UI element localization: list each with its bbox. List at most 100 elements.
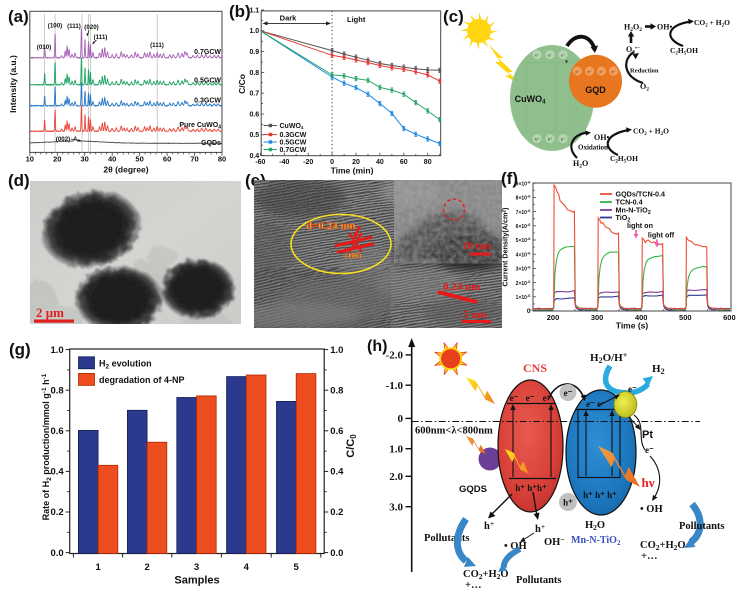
svg-text:d=0.24 nm: d=0.24 nm <box>306 220 356 232</box>
svg-text:Light: Light <box>347 15 366 24</box>
svg-text:2θ (degree): 2θ (degree) <box>103 165 148 175</box>
svg-text:0.6: 0.6 <box>50 426 63 437</box>
svg-text:H2O2: H2O2 <box>624 23 642 34</box>
svg-text:5 nm: 5 nm <box>463 309 487 321</box>
svg-text:H2O/H+: H2O/H+ <box>590 351 628 365</box>
svg-text:e⁻: e⁻ <box>628 384 637 394</box>
svg-text:e⁻: e⁻ <box>587 69 591 74</box>
svg-text:300: 300 <box>591 313 604 322</box>
svg-text:Rate of H2 production/mmol g-1: Rate of H2 production/mmol g-1 h-1 <box>41 373 53 520</box>
svg-text:GQDs: GQDs <box>201 140 221 147</box>
svg-text:1: 1 <box>95 562 101 573</box>
svg-text:0.7GCW: 0.7GCW <box>280 147 307 154</box>
svg-text:(010): (010) <box>37 44 51 51</box>
svg-text:CuWO4: CuWO4 <box>515 94 547 106</box>
svg-text:70: 70 <box>190 155 198 164</box>
svg-text:h⁺: h⁺ <box>548 137 553 142</box>
svg-text:3×10-6: 3×10-6 <box>516 265 532 273</box>
svg-text:0.5: 0.5 <box>249 132 259 139</box>
svg-text:-60: -60 <box>255 159 265 166</box>
svg-text:CO2+H2O: CO2+H2O <box>640 540 686 552</box>
svg-text:Pure CuWO4: Pure CuWO4 <box>179 122 221 131</box>
svg-text:e⁻: e⁻ <box>599 69 603 74</box>
svg-text:e⁻: e⁻ <box>548 53 552 58</box>
svg-text:2×10-6: 2×10-6 <box>516 279 532 287</box>
svg-text:3.0: 3.0 <box>389 502 403 514</box>
svg-text:1.0: 1.0 <box>50 345 63 356</box>
svg-text:Pollutants: Pollutants <box>424 533 470 544</box>
svg-text:e⁻: e⁻ <box>611 69 615 74</box>
svg-text:C/Co: C/Co <box>237 74 247 94</box>
svg-text:10: 10 <box>26 155 34 164</box>
svg-text:80: 80 <box>218 155 226 164</box>
svg-text:0.5GCW: 0.5GCW <box>194 78 221 85</box>
svg-text:0.24 nm: 0.24 nm <box>443 281 480 293</box>
svg-text:• OH: • OH <box>504 541 527 552</box>
svg-text:+…: +… <box>465 580 481 591</box>
svg-text:e⁻: e⁻ <box>564 388 573 398</box>
svg-text:(002): (002) <box>56 136 70 143</box>
svg-text:CO2 + H2O: CO2 + H2O <box>694 18 730 29</box>
svg-text:1.0: 1.0 <box>330 345 343 356</box>
svg-text:(111): (111) <box>67 23 81 30</box>
svg-text:+…: +… <box>641 551 657 562</box>
svg-text:4: 4 <box>244 562 250 573</box>
svg-text:Reduction: Reduction <box>630 68 659 75</box>
svg-text:H2: H2 <box>652 363 665 376</box>
svg-text:GQDs/TCN-0.4: GQDs/TCN-0.4 <box>616 190 666 199</box>
svg-text:CO2+H2O: CO2+H2O <box>463 569 509 581</box>
svg-text:7×10-6: 7×10-6 <box>516 208 532 216</box>
svg-text:3: 3 <box>194 562 199 573</box>
svg-text:40: 40 <box>376 159 384 166</box>
svg-text:50: 50 <box>135 155 143 164</box>
svg-text:200: 200 <box>547 313 560 322</box>
svg-text:0: 0 <box>527 308 531 315</box>
svg-text:0.7GCW: 0.7GCW <box>194 49 221 56</box>
svg-text:5: 5 <box>294 562 300 573</box>
svg-text:0.9: 0.9 <box>249 49 259 56</box>
svg-text:light on: light on <box>627 221 653 230</box>
svg-text:0.2: 0.2 <box>330 507 343 518</box>
svg-text:0: 0 <box>398 413 404 425</box>
svg-text:8×10-6: 8×10-6 <box>516 194 532 202</box>
svg-text:• OH: • OH <box>640 504 663 515</box>
svg-text:0.8: 0.8 <box>50 385 63 396</box>
svg-text:1.1: 1.1 <box>249 7 259 14</box>
svg-text:40: 40 <box>108 155 116 164</box>
svg-text:h⁺: h⁺ <box>535 137 540 142</box>
svg-text:CuWO4: CuWO4 <box>280 123 304 130</box>
svg-text:(111): (111) <box>150 42 164 49</box>
svg-text:TCN-0.4: TCN-0.4 <box>616 198 643 207</box>
svg-text:Time (s): Time (s) <box>616 321 649 331</box>
svg-text:20: 20 <box>53 155 61 164</box>
svg-text:20: 20 <box>352 159 360 166</box>
svg-text:(d): (d) <box>8 171 30 190</box>
svg-text:0.2: 0.2 <box>50 507 63 518</box>
svg-text:0.3GCW: 0.3GCW <box>194 98 221 105</box>
svg-text:0.0: 0.0 <box>330 548 343 559</box>
svg-text:(100): (100) <box>48 23 62 30</box>
svg-text:e⁻: e⁻ <box>535 53 539 58</box>
svg-text:h⁺: h⁺ <box>563 498 573 508</box>
svg-text:4×10-6: 4×10-6 <box>516 250 532 258</box>
svg-text:600nm<λ<800nm: 600nm<λ<800nm <box>415 426 493 437</box>
svg-text:e⁻: e⁻ <box>510 393 519 403</box>
svg-text:(100): (100) <box>345 251 362 260</box>
svg-text:0: 0 <box>330 159 334 166</box>
svg-text:2.0: 2.0 <box>389 471 403 483</box>
svg-text:(c): (c) <box>443 7 464 26</box>
svg-text:(111): (111) <box>94 34 108 41</box>
svg-text:GQD: GQD <box>585 85 606 95</box>
svg-text:Mn-N-TiO2: Mn-N-TiO2 <box>616 206 651 217</box>
svg-text:Intensity (a.u.): Intensity (a.u.) <box>8 55 18 113</box>
svg-text:(g): (g) <box>9 340 31 359</box>
svg-text:60: 60 <box>400 159 408 166</box>
svg-text:O2: O2 <box>640 82 649 93</box>
svg-text:1.0: 1.0 <box>249 28 259 35</box>
svg-text:0.4: 0.4 <box>50 467 64 478</box>
svg-text:80: 80 <box>424 159 432 166</box>
svg-text:2 μm: 2 μm <box>36 305 64 320</box>
svg-text:C2H5OH: C2H5OH <box>670 46 698 57</box>
svg-text:1×10-6: 1×10-6 <box>516 293 532 301</box>
svg-text:2: 2 <box>144 562 149 573</box>
